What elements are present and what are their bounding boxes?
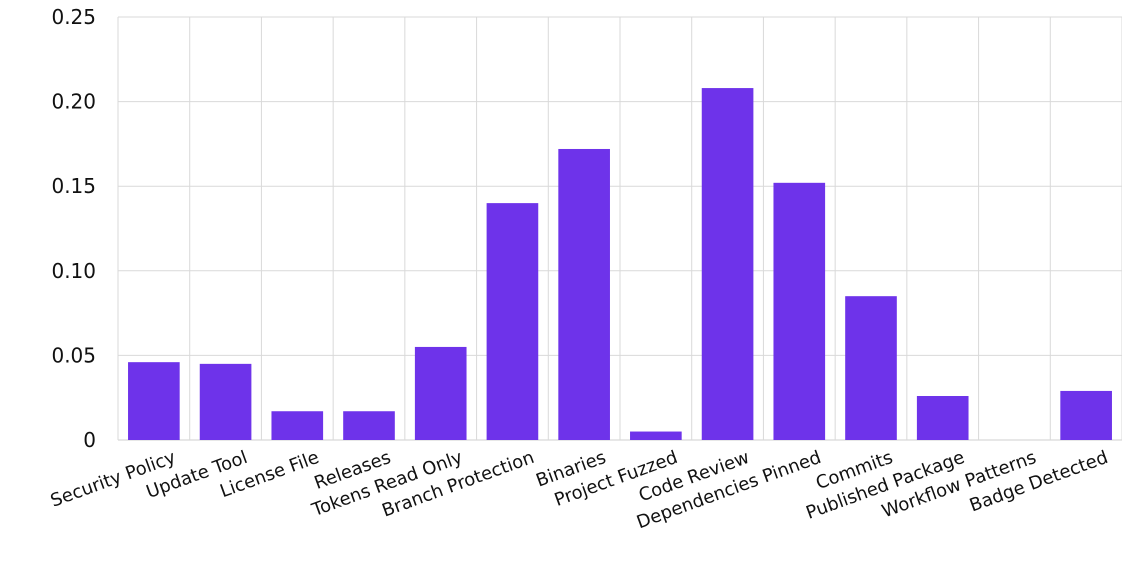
y-tick-label: 0 [83,428,96,452]
bars [128,88,1112,441]
bar [486,203,539,440]
bar [128,362,180,440]
bar [271,411,324,440]
grid [117,16,1122,441]
y-tick-label: 0.15 [51,174,96,198]
y-tick-label: 0.25 [51,5,96,29]
y-tick-label: 0.20 [51,90,96,114]
bar [343,411,395,440]
bar [414,346,467,440]
bar [558,148,610,440]
bar [701,88,754,441]
y-tick-label: 0.10 [51,259,96,283]
bar [199,363,252,440]
bar [845,296,897,440]
bar [916,396,969,440]
y-axis: 0 0.05 0.10 0.15 0.20 0.25 [51,5,96,452]
bar [630,431,682,440]
bar [1060,390,1112,440]
bar [773,182,826,441]
y-tick-label: 0.05 [51,343,96,367]
